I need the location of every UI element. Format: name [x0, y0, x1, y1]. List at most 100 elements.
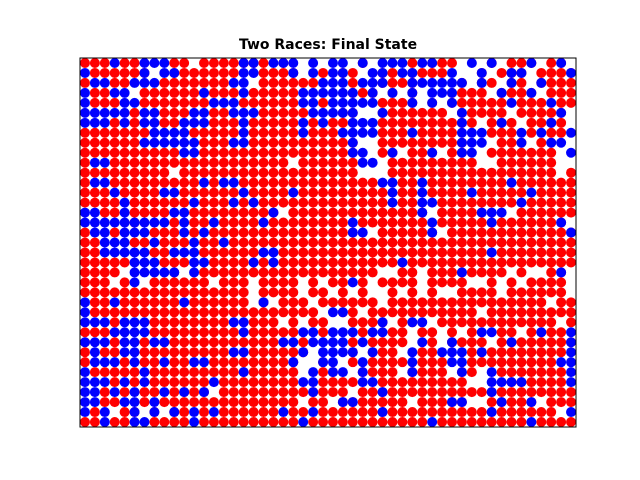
point — [208, 287, 219, 298]
point — [506, 58, 517, 68]
point — [258, 157, 269, 168]
point — [437, 207, 448, 218]
point — [80, 117, 90, 128]
point — [169, 357, 180, 368]
point — [476, 97, 487, 108]
point — [129, 267, 140, 278]
point — [99, 267, 110, 278]
point — [546, 67, 557, 78]
point — [327, 347, 338, 358]
point — [536, 347, 547, 358]
point — [80, 337, 90, 348]
point — [407, 357, 418, 368]
point — [159, 357, 170, 368]
point — [456, 137, 467, 148]
point — [99, 327, 110, 338]
point — [89, 267, 100, 278]
point — [417, 247, 428, 258]
point — [387, 327, 398, 338]
point — [278, 177, 289, 188]
point — [109, 207, 120, 218]
point — [397, 58, 408, 68]
point — [546, 237, 557, 248]
point — [189, 67, 200, 78]
point — [218, 317, 229, 328]
point — [80, 307, 90, 318]
point — [298, 127, 309, 138]
point — [109, 87, 120, 98]
point — [218, 217, 229, 228]
point — [99, 117, 110, 128]
point — [89, 347, 100, 358]
point — [218, 187, 229, 198]
point — [407, 197, 418, 208]
point — [506, 347, 517, 358]
point — [387, 147, 398, 158]
point — [278, 257, 289, 268]
point — [288, 187, 299, 198]
point — [248, 387, 259, 398]
point — [258, 137, 269, 148]
point — [536, 327, 547, 338]
point — [99, 157, 110, 168]
point — [169, 207, 180, 218]
point — [258, 267, 269, 278]
point — [308, 197, 319, 208]
point — [228, 167, 239, 178]
point — [248, 187, 259, 198]
point — [466, 247, 477, 258]
point — [199, 67, 209, 78]
point — [377, 137, 388, 148]
point — [89, 107, 100, 118]
point — [119, 137, 130, 148]
point — [139, 197, 150, 208]
point — [129, 237, 140, 248]
point — [218, 247, 229, 258]
point — [566, 297, 576, 308]
point — [456, 307, 467, 318]
point — [357, 377, 368, 388]
point — [129, 407, 140, 418]
point — [476, 187, 487, 198]
point — [189, 407, 200, 418]
point — [456, 287, 467, 298]
point — [496, 367, 507, 378]
point — [258, 107, 269, 118]
point — [367, 177, 378, 188]
point — [536, 277, 547, 288]
point — [318, 297, 329, 308]
point — [337, 257, 348, 268]
point — [258, 387, 269, 398]
point — [417, 347, 428, 358]
point — [417, 327, 428, 338]
point — [169, 58, 180, 68]
point — [278, 217, 289, 228]
point — [89, 187, 100, 198]
point — [536, 287, 547, 298]
point — [218, 367, 229, 378]
point — [199, 287, 209, 298]
point — [199, 297, 209, 308]
point — [288, 407, 299, 418]
point — [486, 307, 497, 318]
point — [218, 337, 229, 348]
point — [337, 307, 348, 318]
point — [327, 247, 338, 258]
point — [268, 97, 279, 108]
point — [466, 127, 477, 138]
point — [506, 77, 517, 88]
point — [367, 117, 378, 128]
point — [268, 327, 279, 338]
point — [437, 167, 448, 178]
point — [347, 357, 358, 368]
point — [337, 107, 348, 118]
point — [218, 357, 229, 368]
point — [288, 217, 299, 228]
point — [556, 117, 567, 128]
point — [119, 127, 130, 138]
point — [208, 117, 219, 128]
point — [288, 387, 299, 398]
point — [546, 337, 557, 348]
point — [248, 127, 259, 138]
point — [476, 287, 487, 298]
